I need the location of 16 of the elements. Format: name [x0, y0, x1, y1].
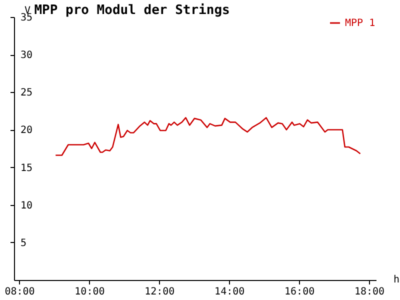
chart-title: MPP pro Modul der Strings	[34, 3, 230, 18]
y-tick-label: 10	[20, 200, 33, 212]
x-tick-label: 12:00	[144, 286, 175, 298]
line-series	[54, 117, 361, 156]
legend-label: MPP 1	[345, 18, 376, 29]
y-tick-label: 5	[20, 238, 27, 249]
y-tick-label: 25	[20, 88, 33, 99]
x-tick-label: 16:00	[284, 286, 315, 298]
x-tick-label: 18:00	[354, 286, 385, 298]
x-axis-title: h	[393, 274, 400, 286]
x-tick-label: 14:00	[214, 286, 245, 298]
x-tick-label: 08:00	[4, 286, 35, 298]
y-tick-label: 20	[20, 125, 33, 136]
y-tick-label: 15	[20, 162, 33, 174]
y-tick-label: 30	[20, 50, 33, 62]
x-tick-label: 10:00	[74, 286, 105, 298]
